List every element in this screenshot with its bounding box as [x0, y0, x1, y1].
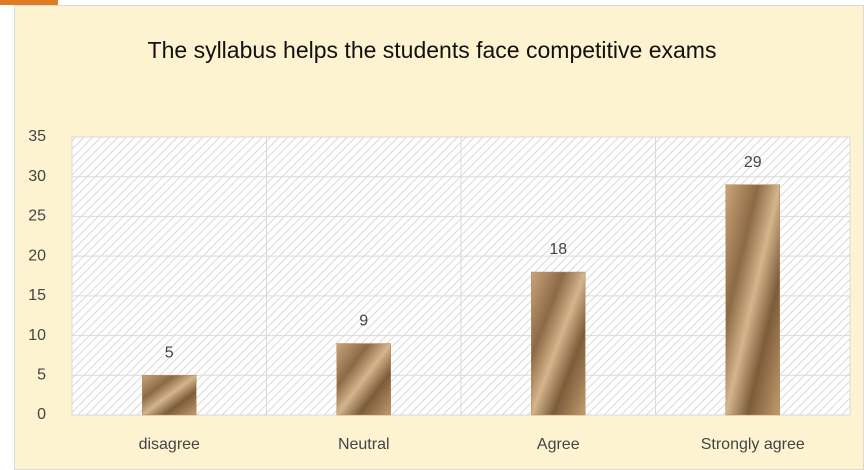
data-label: 29 [744, 154, 762, 171]
y-tick-label: 0 [37, 406, 46, 423]
y-tick-label: 20 [28, 247, 46, 264]
bar [336, 343, 391, 416]
corner-tab [0, 0, 58, 5]
x-tick-label: disagree [139, 436, 200, 453]
bar [531, 271, 586, 416]
x-tick-label: Neutral [338, 436, 390, 453]
y-tick-label: 5 [37, 367, 46, 384]
data-label: 18 [549, 241, 567, 258]
chart-title: The syllabus helps the students face com… [147, 37, 717, 63]
data-label: 5 [165, 345, 174, 362]
y-tick-label: 35 [28, 128, 46, 145]
data-label: 9 [359, 313, 368, 330]
y-tick-label: 25 [28, 208, 46, 225]
y-tick-label: 15 [28, 287, 46, 304]
y-tick-label: 10 [28, 327, 46, 344]
bar [725, 184, 780, 416]
y-tick-label: 30 [28, 168, 46, 185]
bar [142, 375, 197, 416]
x-tick-label: Agree [537, 436, 580, 453]
x-tick-label: Strongly agree [701, 436, 805, 453]
